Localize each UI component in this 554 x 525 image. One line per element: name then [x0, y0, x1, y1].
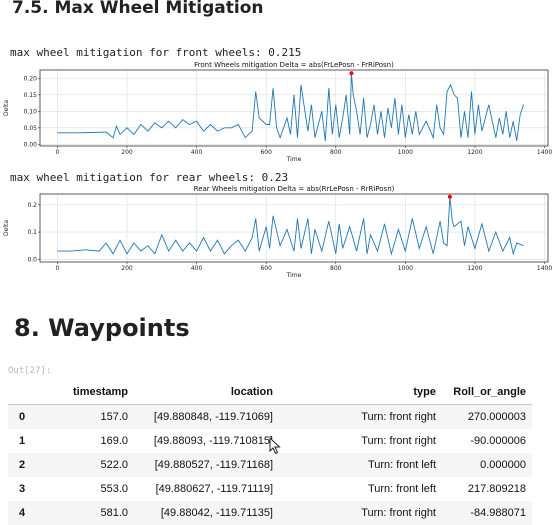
table-row: 2 522.0 [49.880527, -119.71168] Turn: fr… [8, 453, 532, 477]
front-y-axis-label: Delta [3, 100, 10, 116]
front-x-tick-label: 0 [55, 149, 59, 156]
cell-type: Turn: front left [367, 483, 436, 495]
front-x-tick-label: 200 [121, 149, 133, 156]
row-index: 1 [18, 435, 26, 447]
rear-x-tick-label: 800 [330, 265, 342, 272]
table-header-index [8, 380, 36, 405]
front-series-line [57, 73, 525, 142]
row-index: 0 [18, 411, 26, 423]
table-row: 1 169.0 [49.88093, -119.710815] Turn: fr… [8, 429, 532, 453]
row-index: 3 [18, 483, 26, 495]
front-plot-frame [39, 69, 549, 147]
cell-roll-or-angle: -90.000006 [470, 435, 526, 447]
rear-y-tick-label: 0.0 [27, 256, 37, 263]
table-row: 0 157.0 [49.880848, -119.71069] Turn: fr… [8, 404, 532, 429]
front-y-tick-label: 0.20 [24, 75, 38, 82]
row-index: 4 [18, 507, 26, 519]
mouse-pointer-icon [269, 437, 281, 455]
rear-plot-frame [39, 193, 549, 263]
front-y-tick-label: 0.15 [24, 92, 38, 99]
front-y-tick-label: 0.00 [24, 141, 38, 148]
rear-y-tick-label: 0.1 [27, 229, 37, 236]
rear-y-tick-label: 0.2 [27, 202, 37, 209]
cell-type: Turn: front right [361, 411, 436, 423]
table-header-type: type [273, 380, 436, 405]
front-x-tick-label: 1000 [398, 149, 413, 156]
cell-type: Turn: front right [361, 507, 436, 519]
rear-wheels-chart: Rear Wheels mitigation Delta = abs(RrLeP… [3, 185, 552, 279]
front-wheels-output-text: max wheel mitigation for front wheels: 0… [10, 46, 302, 59]
rear-chart-title: Rear Wheels mitigation Delta = abs(RrLeP… [194, 185, 395, 193]
rear-x-tick-label: 1400 [537, 265, 552, 272]
rear-x-tick-label: 200 [121, 265, 133, 272]
cell-timestamp: 157.0 [100, 411, 128, 423]
rear-max-marker [447, 194, 452, 199]
cell-timestamp: 553.0 [100, 483, 128, 495]
table-row: 4 581.0 [49.88042, -119.71135] Turn: fro… [8, 501, 532, 525]
cell-location: [49.880848, -119.71069] [153, 411, 273, 423]
cell-location: [49.880627, -119.71119] [155, 483, 273, 495]
cell-type: Turn: front left [367, 459, 436, 471]
front-x-tick-label: 800 [330, 149, 342, 156]
cell-roll-or-angle: 0.000000 [480, 459, 526, 471]
row-index: 2 [18, 459, 26, 471]
table-header-row: timestamp location type Roll_or_angle [8, 380, 532, 405]
output-prompt: Out[27]: [8, 366, 52, 376]
cell-roll-or-angle: 217.809218 [467, 483, 526, 495]
waypoints-table: timestamp location type Roll_or_angle 0 … [8, 380, 532, 525]
front-max-marker [349, 71, 354, 76]
cell-timestamp: 522.0 [100, 459, 128, 471]
table-row: 3 553.0 [49.880627, -119.71119] Turn: fr… [8, 477, 532, 501]
cell-location: [49.88093, -119.710815] [153, 435, 273, 447]
front-y-tick-label: 0.05 [24, 125, 38, 132]
rear-x-tick-label: 1200 [467, 265, 482, 272]
rear-x-tick-label: 400 [191, 265, 203, 272]
cell-location: [49.88042, -119.71135] [160, 507, 273, 519]
section-heading-max-wheel-mitigation: 7.5. Max Wheel Mitigation [12, 0, 264, 18]
rear-x-tick-label: 0 [55, 265, 59, 272]
front-x-tick-label: 1400 [537, 149, 552, 156]
front-wheels-chart: Front Wheels mitigation Delta = abs(FrLe… [3, 61, 552, 163]
front-x-tick-label: 600 [260, 149, 272, 156]
cell-roll-or-angle: -84.988071 [470, 507, 526, 519]
front-x-axis-label: Time [286, 156, 302, 163]
front-x-tick-label: 400 [191, 149, 203, 156]
cell-location: [49.880527, -119.71168] [154, 459, 273, 471]
cell-type: Turn: front right [361, 435, 436, 447]
front-chart-title: Front Wheels mitigation Delta = abs(FrLe… [194, 61, 394, 69]
rear-x-tick-label: 1000 [398, 265, 413, 272]
rear-x-tick-label: 600 [260, 265, 272, 272]
rear-wheels-output-text: max wheel mitigation for rear wheels: 0.… [10, 171, 289, 184]
rear-series-line [57, 196, 524, 256]
rear-y-axis-label: Delta [3, 220, 10, 236]
table-header-location: location [128, 380, 273, 405]
table-header-roll-or-angle: Roll_or_angle [436, 380, 532, 405]
cell-timestamp: 581.0 [100, 507, 128, 519]
front-y-tick-label: 0.10 [24, 108, 38, 115]
section-heading-waypoints: 8. Waypoints [14, 314, 190, 342]
cell-roll-or-angle: 270.000003 [467, 411, 526, 423]
table-header-timestamp: timestamp [36, 380, 128, 405]
rear-x-axis-label: Time [286, 272, 302, 279]
cell-timestamp: 169.0 [100, 435, 128, 447]
front-x-tick-label: 1200 [467, 149, 482, 156]
